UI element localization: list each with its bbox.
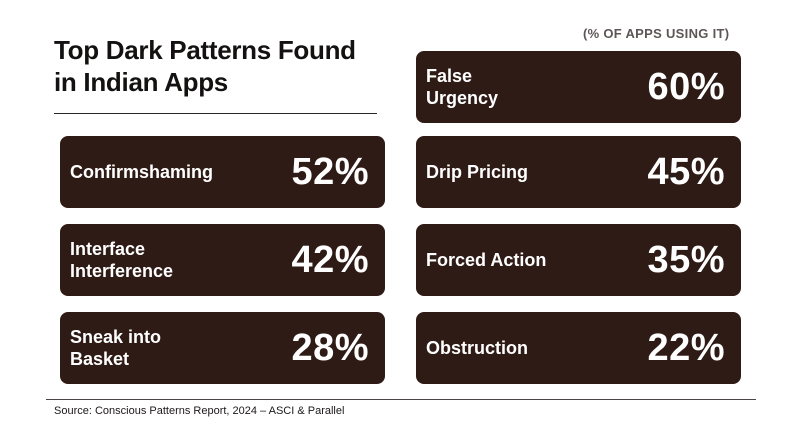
unit-note: (% OF APPS USING IT) [583,26,730,41]
pattern-label: False Urgency [426,66,499,108]
source-note: Source: Conscious Patterns Report, 2024 … [54,405,345,417]
pattern-percentage: 42% [291,238,369,281]
pattern-percentage: 22% [647,326,725,369]
pattern-card-false-urgency: False Urgency 60% [416,51,741,123]
title-divider [54,113,377,114]
pattern-label: Drip Pricing [426,162,529,182]
pattern-label: Obstruction [426,338,528,358]
pattern-percentage: 45% [647,150,725,193]
pattern-label: Confirmshaming [70,162,214,182]
pattern-card-forced-action: Forced Action 35% [416,224,741,296]
pattern-card-obstruction: Obstruction 22% [416,312,741,384]
pattern-card-confirmshaming: Confirmshaming 52% [60,136,385,208]
pattern-card-interface-interference: Interface Interference 42% [60,224,385,296]
pattern-percentage: 52% [291,150,369,193]
pattern-label: Interface Interference [70,239,174,281]
page-title: Top Dark Patterns Found in Indian Apps [54,35,356,97]
pattern-percentage: 35% [647,238,725,281]
pattern-card-drip-pricing: Drip Pricing 45% [416,136,741,208]
pattern-label: Sneak into Basket [70,327,162,369]
pattern-percentage: 28% [291,326,369,369]
pattern-card-sneak-into-basket: Sneak into Basket 28% [60,312,385,384]
pattern-label: Forced Action [426,250,547,270]
footer-divider [46,399,756,400]
pattern-percentage: 60% [647,65,725,108]
